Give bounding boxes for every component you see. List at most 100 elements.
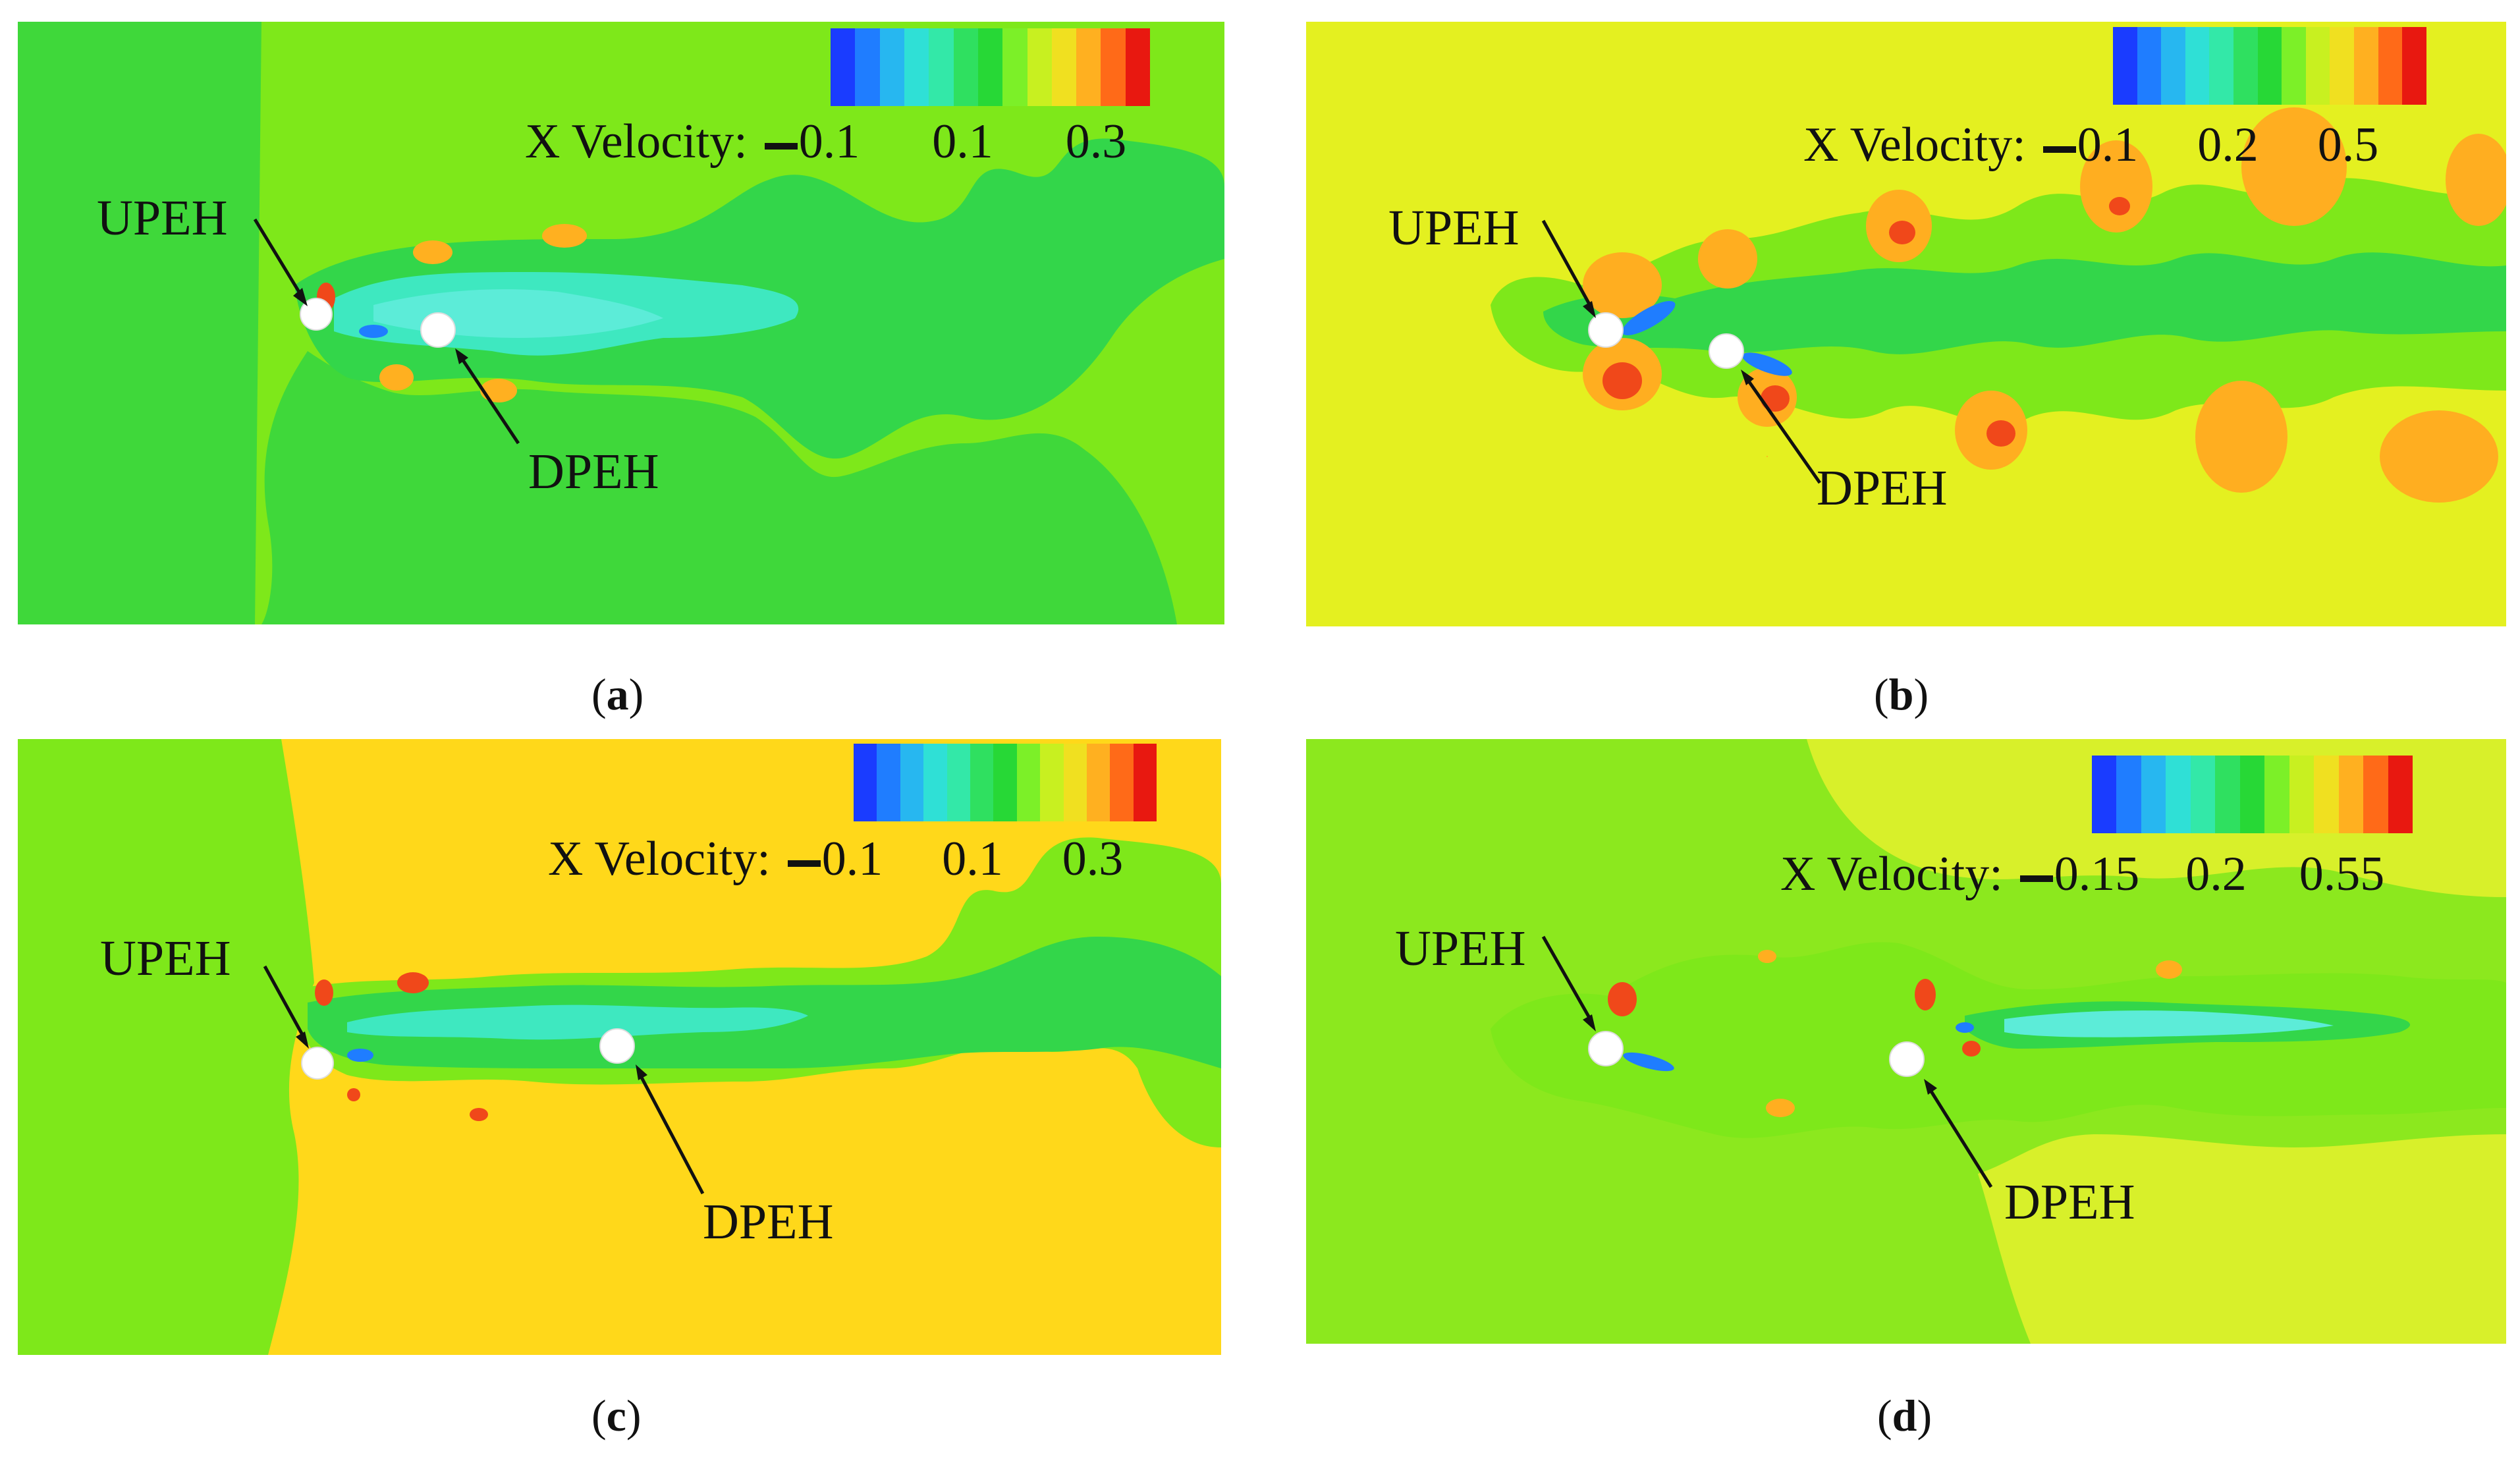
caption-d: (d) [1877, 1390, 1932, 1441]
colorbar-swatch [2305, 27, 2330, 105]
colorbar-swatch [2378, 27, 2403, 105]
velocity-field-c [18, 739, 1221, 1355]
colorbar-swatch [923, 744, 947, 821]
colorbar-swatch [2289, 756, 2315, 833]
colorbar-swatch [854, 744, 877, 821]
contour-panel-c: X Velocity: 0.1 0.1 0.3 UPEH DPEH [18, 739, 1221, 1355]
colorbar-c [854, 744, 1157, 821]
colorbar-swatch [2137, 27, 2162, 105]
colorbar-swatch [2282, 27, 2306, 105]
colorbar-title-d: X Velocity: [1780, 847, 2003, 901]
colorbar-swatch [2215, 756, 2240, 833]
label-dpeh-b: DPEH [1817, 460, 1948, 516]
label-upeh-b: UPEH [1388, 200, 1520, 256]
colorbar-swatch [2264, 756, 2289, 833]
velocity-field-a [18, 22, 1224, 624]
colorbar-tick-b-min: 0.1 [2077, 118, 2139, 172]
colorbar-swatch [2354, 27, 2378, 105]
label-upeh-c: UPEH [100, 931, 231, 986]
minus-sign-a [764, 143, 798, 150]
colorbar-swatch [2233, 27, 2258, 105]
label-dpeh-c: DPEH [703, 1194, 834, 1250]
colorbar-swatch [879, 28, 904, 106]
colorbar-tick-c-max: 0.3 [1062, 832, 1124, 886]
colorbar-tick-d-max: 0.55 [2299, 847, 2385, 901]
colorbar-tick-c-min: 0.1 [821, 832, 883, 886]
colorbar-swatch [2239, 756, 2265, 833]
colorbar-swatch [2402, 27, 2426, 105]
colorbar-swatch [2166, 756, 2191, 833]
colorbar-swatch [1002, 28, 1027, 106]
colorbar-swatch [1133, 744, 1157, 821]
colorbar-swatch [1027, 28, 1052, 106]
colorbar-swatch [2209, 27, 2234, 105]
minus-sign-b [2042, 146, 2076, 153]
colorbar-swatch [1051, 28, 1077, 106]
caption-a: (a) [591, 669, 644, 719]
colorbar-swatch [877, 744, 900, 821]
colorbar-tick-d-mid: 0.2 [2185, 847, 2247, 901]
colorbar-title-b: X Velocity: [1803, 118, 2026, 172]
colorbar-swatch [2185, 27, 2210, 105]
colorbar-swatch [2190, 756, 2216, 833]
caption-c: (c) [591, 1390, 642, 1441]
colorbar-swatch [2116, 756, 2141, 833]
label-dpeh-d: DPEH [2004, 1174, 2135, 1230]
colorbar-tick-a-min: 0.1 [798, 115, 860, 169]
contour-panel-a: X Velocity: 0.1 0.1 0.3 UPEH DPEH [18, 22, 1224, 624]
colorbar-tick-d-min: 0.15 [2054, 847, 2140, 901]
label-dpeh-a: DPEH [528, 444, 659, 499]
colorbar-swatch [1040, 744, 1064, 821]
colorbar-swatch [2141, 756, 2166, 833]
colorbar-tick-a-mid: 0.1 [932, 115, 993, 169]
colorbar-tick-b-max: 0.5 [2317, 118, 2379, 172]
colorbar-swatch [1086, 744, 1110, 821]
contour-panel-d: X Velocity: 0.15 0.2 0.55 UPEH DPEH [1306, 739, 2506, 1344]
colorbar-swatch [2363, 756, 2388, 833]
colorbar-swatch [831, 28, 856, 106]
velocity-field-d [1306, 739, 2506, 1344]
colorbar-swatch [946, 744, 970, 821]
contour-panel-b: X Velocity: 0.1 0.2 0.5 UPEH DPEH [1306, 22, 2506, 626]
colorbar-swatch [2257, 27, 2282, 105]
label-upeh-a: UPEH [97, 190, 228, 246]
colorbar-swatch [855, 28, 880, 106]
colorbar-swatch [970, 744, 994, 821]
colorbar-label-b: X Velocity: 0.1 0.2 0.5 [1803, 117, 2378, 173]
colorbar-swatch [2338, 756, 2364, 833]
colorbar-swatch [1110, 744, 1134, 821]
colorbar-swatch [993, 744, 1017, 821]
colorbar-label-a: X Velocity: 0.1 0.1 0.3 [525, 114, 1126, 170]
colorbar-swatch [2113, 27, 2137, 105]
minus-sign-d [2019, 875, 2053, 883]
colorbar-swatch [1016, 744, 1041, 821]
velocity-field-b [1306, 22, 2506, 626]
colorbar-a [831, 28, 1151, 106]
colorbar-swatch [1076, 28, 1101, 106]
colorbar-label-d: X Velocity: 0.15 0.2 0.55 [1780, 846, 2384, 902]
colorbar-swatch [2314, 756, 2339, 833]
label-upeh-d: UPEH [1395, 921, 1526, 976]
colorbar-title-a: X Velocity: [525, 115, 748, 169]
colorbar-swatch [1063, 744, 1087, 821]
colorbar-title-c: X Velocity: [548, 832, 771, 886]
caption-b: (b) [1874, 669, 1929, 719]
colorbar-swatch [2161, 27, 2185, 105]
colorbar-tick-c-mid: 0.1 [942, 832, 1003, 886]
colorbar-tick-a-max: 0.3 [1065, 115, 1127, 169]
colorbar-swatch [904, 28, 929, 106]
colorbar-b [2113, 27, 2426, 105]
colorbar-swatch [929, 28, 954, 106]
colorbar-swatch [2092, 756, 2117, 833]
colorbar-d [2092, 756, 2413, 833]
minus-sign-c [787, 860, 821, 867]
colorbar-swatch [2330, 27, 2355, 105]
colorbar-swatch [2388, 756, 2413, 833]
colorbar-swatch [1125, 28, 1151, 106]
colorbar-swatch [977, 28, 1003, 106]
colorbar-swatch [1101, 28, 1126, 106]
colorbar-tick-b-mid: 0.2 [2197, 118, 2259, 172]
colorbar-swatch [900, 744, 924, 821]
colorbar-label-c: X Velocity: 0.1 0.1 0.3 [548, 831, 1123, 887]
colorbar-swatch [953, 28, 978, 106]
